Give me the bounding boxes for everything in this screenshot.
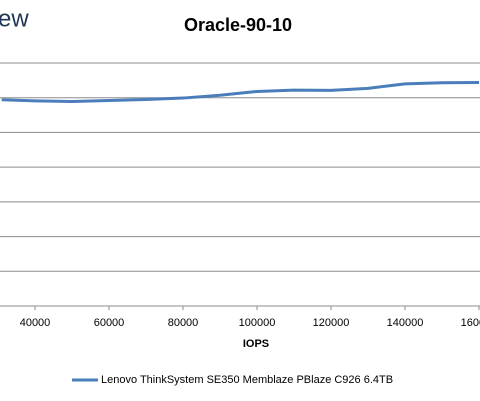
x-tick-label: 160000: [461, 317, 480, 329]
logo: ew: [0, 5, 29, 32]
x-tick-label: 120000: [313, 317, 350, 329]
x-tick-label: 140000: [387, 317, 424, 329]
x-tick-label: 100000: [239, 317, 276, 329]
data-line: [1, 80, 480, 104]
x-tick-label: 60000: [94, 317, 125, 329]
chart-title: Oracle-90-10: [184, 15, 292, 35]
x-axis-label: IOPS: [243, 338, 269, 350]
x-tick-label: 40000: [20, 317, 51, 329]
x-tick-label: 80000: [168, 317, 199, 329]
legend-label: Lenovo ThinkSystem SE350 Memblaze PBlaze…: [101, 374, 393, 386]
